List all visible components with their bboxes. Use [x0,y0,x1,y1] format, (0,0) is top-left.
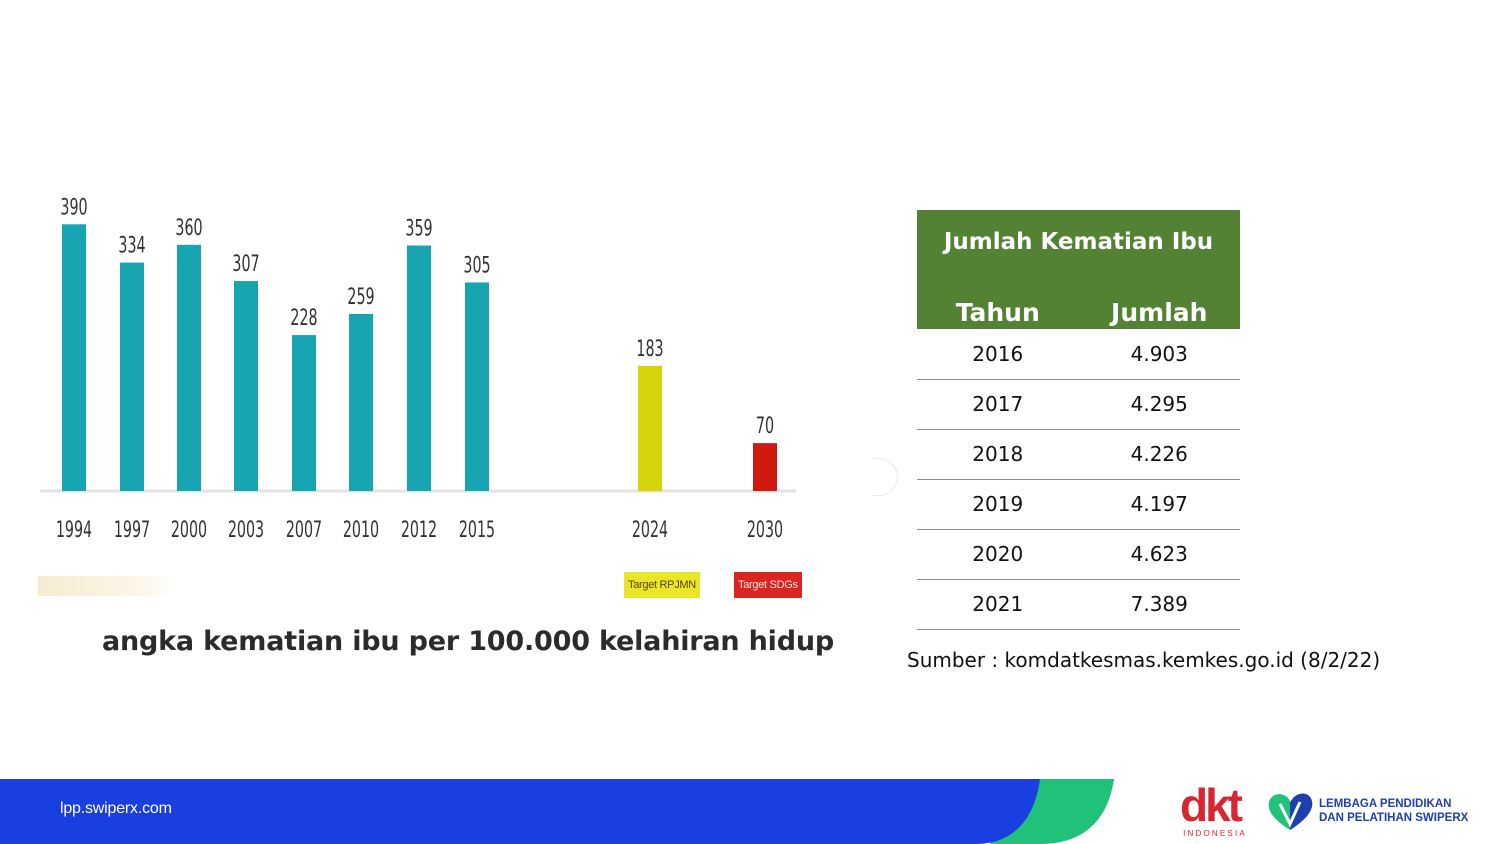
dkt-logo-subtitle: INDONESIA [1183,829,1247,838]
bar-value-label: 259 [347,283,374,309]
x-tick-label: 1994 [56,516,92,542]
x-tick-label: 2003 [228,516,264,542]
x-tick-label: 2010 [343,516,379,542]
x-tick-label: 1997 [114,516,150,542]
bar-2012 [407,245,431,491]
bar-value-label: 183 [636,335,663,361]
year-cell: 2018 [917,429,1079,480]
target-sdgs-tag: Target SDGs [734,572,802,598]
table-row: 2020 4.623 [917,529,1240,580]
count-cell: 7.389 [1078,579,1240,630]
column-header-year: Tahun [917,272,1079,329]
bar-value-label: 307 [232,250,259,276]
footer-url-link[interactable]: lpp.swiperx.com [60,800,172,817]
column-header-count: Jumlah [1078,272,1240,329]
bar-value-label: 360 [175,214,202,240]
count-cell: 4.295 [1078,379,1240,430]
maternal-mortality-chart: 390 1994 334 1997 360 2000 307 2003 228 2007 259 20… [38,180,834,680]
bar-2003 [234,281,258,491]
bar-value-label: 305 [463,252,490,278]
year-cell: 2021 [917,579,1079,630]
count-cell: 4.903 [1078,329,1240,380]
table-row: 2018 4.226 [917,429,1240,480]
bar-value-label: 228 [290,304,317,330]
bar-chart-svg: 390 1994 334 1997 360 2000 307 2003 228 2007 259 20… [40,194,796,543]
bar-value-label: 334 [118,232,145,258]
x-tick-label: 2007 [286,516,322,542]
lpp-swiperx-logo: LEMBAGA PENDIDIKAN DAN PELATIHAN SWIPERX [1266,788,1486,834]
lpp-logo-line-2: DAN PELATIHAN SWIPERX [1319,812,1469,824]
bar-value-label: 390 [60,194,87,220]
table-row: 2017 4.295 [917,379,1240,430]
table-row: 2016 4.903 [917,329,1240,380]
x-tick-label: 2030 [747,516,783,542]
source-note: Sumber : komdatkesmas.kemkes.go.id (8/2/… [907,648,1381,672]
bar-2030 [753,443,777,491]
table-title: Jumlah Kematian Ibu [917,210,1240,272]
lpp-logo-line-1: LEMBAGA PENDIDIKAN [1319,798,1452,810]
table-row: 2019 4.197 [917,479,1240,530]
chart-caption: angka kematian ibu per 100.000 kelahiran… [102,626,834,657]
footer-band-shape [0,779,1040,844]
table-row: 2021 7.389 [917,579,1240,630]
year-cell: 2020 [917,529,1079,580]
bar-2007 [292,335,316,491]
bar-value-label: 359 [405,215,432,241]
bar-2024 [638,365,662,491]
decorative-smudge [38,576,178,596]
bar-2015 [465,282,489,491]
maternal-deaths-table: Jumlah Kematian Ibu Tahun Jumlah 2016 4.… [917,210,1240,630]
x-tick-label: 2024 [632,516,668,542]
count-cell: 4.226 [1078,429,1240,480]
slide-divider-mark [872,458,898,496]
year-cell: 2017 [917,379,1079,430]
bar-1994 [62,224,86,491]
count-cell: 4.197 [1078,479,1240,530]
year-cell: 2016 [917,329,1079,380]
target-rpjmn-tag: Target RPJMN [624,572,700,598]
heart-icon [1268,793,1313,830]
x-tick-label: 2015 [459,516,495,542]
bar-1997 [120,262,144,491]
bar-2010 [349,313,373,491]
bar-value-label: 70 [756,412,774,438]
dkt-logo-wordmark: dkt [1180,779,1243,831]
x-tick-label: 2000 [171,516,207,542]
count-cell: 4.623 [1078,529,1240,580]
footer-band [0,779,1114,844]
dkt-indonesia-logo: dkt INDONESIA [1180,779,1250,840]
x-tick-label: 2012 [401,516,437,542]
bar-2000 [177,244,201,491]
year-cell: 2019 [917,479,1079,530]
